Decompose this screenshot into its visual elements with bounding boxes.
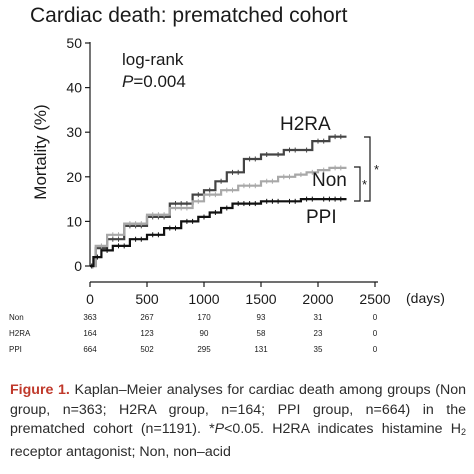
y-tick-label: 10	[66, 213, 82, 229]
risk-cell: 0	[373, 329, 378, 338]
series-line-h2ra	[90, 135, 347, 268]
x-axis-ticks: 0 500 1000 1500 2000 2500	[86, 282, 391, 307]
risk-cell: 664	[83, 345, 97, 354]
p-value-number: =0.004	[133, 72, 185, 91]
risk-cell: 131	[254, 345, 268, 354]
risk-cell: 0	[373, 345, 378, 354]
x-tick-label: 1500	[245, 291, 276, 307]
risk-row-label: Non	[9, 313, 24, 322]
series-label-ppi: PPI	[306, 207, 337, 228]
series-line-ppi	[90, 198, 347, 268]
p-symbol: P	[122, 72, 134, 91]
risk-cell: 23	[314, 329, 323, 338]
risk-cell: 502	[140, 345, 154, 354]
y-tick-label: 50	[66, 35, 82, 51]
series-line-non	[90, 166, 347, 268]
risk-table: Non 363 267 170 93 31 0 H2RA 164 123 90 58 23 0 PPI 664…	[9, 313, 378, 354]
y-tick-label: 40	[66, 80, 82, 96]
logrank-label: log-rank	[122, 50, 184, 69]
risk-cell: 164	[83, 329, 97, 338]
caption-p-symbol: P	[214, 421, 225, 438]
kaplan-meier-chart: Cardiac death: prematched cohort Mortali…	[9, 4, 445, 354]
risk-cell: 31	[314, 313, 323, 322]
y-tick-label: 30	[66, 124, 82, 140]
inner-significance-star: *	[362, 177, 367, 192]
risk-cell: 93	[257, 313, 266, 322]
x-tick-label: 2500	[359, 291, 390, 307]
caption-text-1: Kaplan–Meier analyses for cardiac death …	[10, 382, 466, 438]
caption-label: Figure 1.	[10, 382, 70, 398]
x-tick-label: 1000	[188, 291, 219, 307]
figure-caption: Figure 1. Kaplan–Meier analyses for card…	[10, 381, 466, 462]
risk-cell: 35	[314, 345, 323, 354]
caption-text-3: receptor antagonist; Non, non–acid	[10, 443, 231, 460]
x-tick-label: 500	[135, 291, 159, 307]
risk-cell: 90	[200, 329, 209, 338]
outer-bracket	[364, 136, 371, 202]
risk-cell: 123	[140, 329, 154, 338]
risk-row-label: H2RA	[9, 329, 31, 338]
series-label-non: Non	[312, 170, 347, 191]
significance-brackets	[354, 136, 371, 202]
risk-cell: 295	[197, 345, 211, 354]
series-layer	[90, 134, 347, 269]
caption-text-2: <0.05. H2RA indicates histamine H	[224, 421, 461, 438]
outer-significance-star: *	[374, 162, 379, 177]
y-tick-label: 0	[74, 258, 82, 274]
y-tick-label: 20	[66, 169, 82, 185]
y-axis-label: Mortality (%)	[31, 104, 50, 199]
logrank-p-value: P=0.004	[122, 72, 186, 91]
chart-title: Cardiac death: prematched cohort	[30, 4, 348, 27]
x-tick-label: 2000	[302, 291, 333, 307]
risk-cell: 58	[257, 329, 266, 338]
risk-cell: 170	[197, 313, 211, 322]
series-label-h2ra: H2RA	[280, 114, 331, 135]
inner-bracket	[354, 166, 361, 202]
risk-row-label: PPI	[9, 345, 22, 354]
x-tick-label: 0	[86, 291, 94, 307]
risk-cell: 267	[140, 313, 154, 322]
risk-cell: 363	[83, 313, 97, 322]
risk-cell: 0	[373, 313, 378, 322]
caption-subscript: 2	[460, 427, 466, 438]
series-labels: H2RA Non PPI	[280, 114, 347, 228]
y-axis-ticks: 0 10 20 30 40 50	[66, 35, 90, 274]
x-axis-unit: (days)	[406, 290, 445, 306]
